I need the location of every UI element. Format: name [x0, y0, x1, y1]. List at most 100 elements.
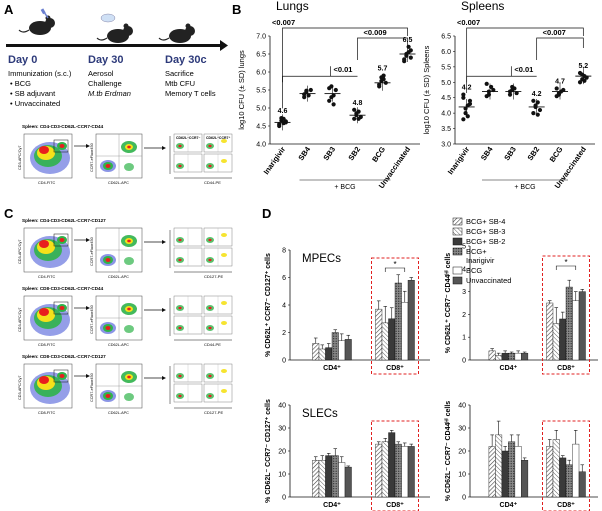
y-axis-label: % CD62L⁻ CCR7⁻ CD44ᴴⁱ cells: [443, 401, 452, 501]
bar: [407, 280, 415, 361]
bar: [514, 352, 522, 361]
flow-gate: [53, 301, 69, 315]
flow-row-title: Spleen: CD4-CD3-CD62L-CCR7-CD44: [22, 124, 104, 129]
flow-density-region: [39, 308, 49, 316]
x-tick-label: BCG: [548, 145, 565, 164]
timeline-step-text: • BCG: [10, 79, 31, 88]
flow-axis-label: CD62L-APC: [108, 343, 129, 347]
x-tick-label: SB3: [502, 145, 518, 162]
bar: [375, 308, 383, 361]
data-point: [327, 98, 332, 103]
mouse-icon: [18, 8, 55, 35]
bar: [331, 455, 339, 498]
x-tick-label: CD8⁺: [386, 502, 404, 509]
highlight-box: [371, 257, 419, 375]
y-tick-label: 0: [282, 495, 286, 502]
flow-arrow: [162, 308, 166, 312]
x-tick-label: BCG: [370, 145, 387, 164]
data-point: [531, 98, 536, 103]
flow-density-region: [178, 258, 182, 262]
flow-gating-row: Spleen: CD8-CD3-CD62L-CCR7-CD44 CD8-FITC C…: [18, 286, 233, 347]
data-point: [356, 109, 361, 114]
significance-bracket: [282, 75, 358, 83]
timeline-arrowhead: [220, 40, 228, 51]
significance-label: *: [564, 258, 567, 267]
flow-density-region: [124, 163, 134, 171]
flow-density-region: [221, 159, 227, 163]
significance-bracket: [282, 27, 408, 109]
y-tick-label: 7.0: [256, 34, 266, 41]
bar: [325, 455, 333, 498]
y-tick-label: 2: [282, 330, 286, 337]
flow-density-region: [59, 374, 65, 378]
bar: [521, 352, 529, 361]
x-tick-label: CD4⁺: [323, 365, 341, 372]
flow-quadrant-label: CD62L⁻CCR7⁻: [176, 136, 200, 140]
timeline-day-label: Day 0: [8, 54, 37, 66]
x-tick-label: CD4⁺: [323, 502, 341, 509]
highlight-box: [542, 255, 590, 375]
flow-density-region: [178, 306, 182, 310]
data-point: [406, 44, 411, 49]
bar: [501, 450, 509, 498]
flow-density-region: [178, 144, 182, 148]
x-tick-label: CD8⁺: [557, 502, 575, 509]
chart-title: SLECs: [302, 408, 338, 420]
y-tick-label: 0: [282, 358, 286, 365]
y-tick-label: 6.5: [441, 34, 451, 41]
data-point: [302, 95, 307, 100]
data-point: [537, 107, 543, 113]
flow-density-region: [127, 239, 131, 243]
significance-bracket: [466, 75, 537, 83]
flow-axis-label: CD3-APC/Cy7: [18, 146, 22, 170]
flow-axis-label: CD8-FITC: [38, 411, 56, 415]
bar: [401, 302, 409, 361]
x-tick-label: CD4⁺: [500, 502, 518, 509]
y-tick-label: 10: [278, 472, 286, 479]
y-tick-label: 3: [462, 289, 466, 296]
flow-row-title: Spleen: CD4-CD3-CD62L-CCR7-CD127: [22, 218, 106, 223]
bar: [388, 432, 396, 498]
flow-row-title: Spleen: CD8-CD3-CD62L-CCR7-CD127: [22, 354, 106, 359]
timeline-day-label: Day 30c: [165, 54, 207, 66]
y-tick-label: 5.0: [256, 106, 266, 113]
data-point: [277, 123, 282, 129]
y-tick-label: 4.0: [441, 111, 451, 118]
data-point: [561, 87, 566, 93]
bar: [325, 347, 333, 361]
significance-bracket: [536, 37, 584, 60]
flow-density-region: [178, 238, 182, 242]
flow-gate: [53, 369, 69, 383]
flow-density-region: [178, 164, 182, 168]
data-point: [279, 115, 284, 121]
legend-label: BCG+: [466, 247, 487, 256]
flow-axis-label: CD44-PE: [204, 342, 221, 347]
legend-swatch: [452, 217, 463, 226]
x-tick-label: SB4: [479, 144, 495, 162]
mean-label: 4.6: [278, 108, 288, 115]
y-tick-label: 3.5: [441, 126, 451, 133]
x-tick-label: Inarigivir: [262, 145, 288, 176]
flow-axis-label: CD3-APC/Cy7: [18, 376, 22, 400]
flow-axis-label: CD62L-APC: [108, 411, 129, 415]
lungs-cfu-chart: Lungs 4.0 4.5 5.0 5.5 6.0 6.5 7.0 log10 CFU (± S…: [237, 0, 420, 191]
x-tick-label: SB3: [321, 145, 337, 162]
flow-axis-label: CD127-PE: [204, 274, 223, 279]
data-point: [377, 82, 382, 87]
flow-density-region: [127, 375, 131, 379]
chart-title: Lungs: [276, 0, 309, 13]
data-point: [556, 92, 562, 97]
y-tick-label: 40: [278, 403, 286, 410]
chart-title: Spleens: [461, 0, 504, 13]
x-tick-label: CD8⁺: [386, 365, 404, 372]
flow-density-region: [124, 393, 134, 401]
y-tick-label: 1: [462, 335, 466, 342]
mean-label: 5.2: [578, 63, 588, 70]
highlight-box: [542, 420, 590, 511]
flow-density-region: [39, 376, 49, 384]
data-point: [352, 107, 357, 112]
bar: [572, 300, 580, 361]
flow-axis-label: CD3-APC/Cy7: [18, 240, 22, 264]
